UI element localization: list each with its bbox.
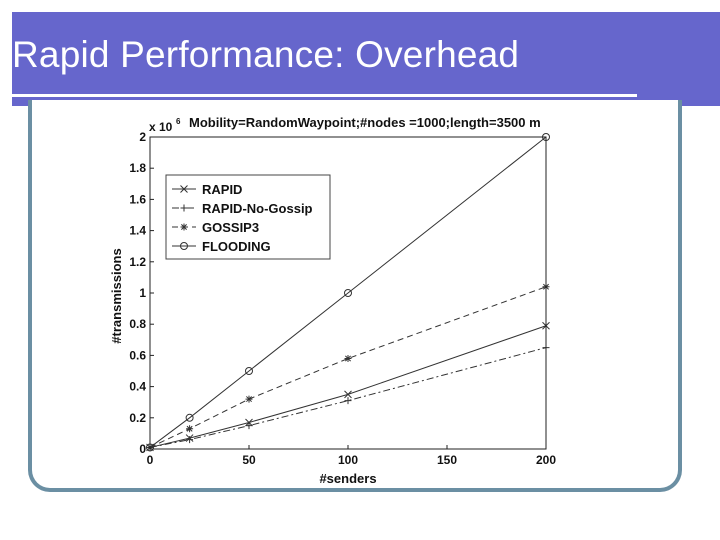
data-point-flooding	[344, 289, 352, 297]
data-point-flooding	[185, 413, 194, 422]
slide-title-bar	[12, 12, 720, 106]
y-tick-label: 1.6	[129, 192, 146, 206]
x-tick-label: 50	[242, 453, 256, 467]
x-axis-label: #senders	[319, 471, 376, 486]
data-point-gossip3	[344, 355, 352, 363]
data-point-rapid	[344, 390, 352, 399]
y-axis-label: #transmissions	[109, 248, 124, 343]
y-axis-multiplier: x 10	[149, 120, 173, 134]
y-tick-label: 0.8	[129, 317, 146, 331]
legend-label: RAPID-No-Gossip	[202, 201, 313, 216]
y-tick-label: 0	[139, 442, 146, 456]
series-line-flooding	[149, 136, 547, 448]
legend-marker	[180, 185, 188, 193]
data-point-gossip3	[245, 395, 253, 403]
y-tick-label: 1.4	[129, 224, 146, 238]
y-tick-label: 1.8	[129, 161, 146, 175]
series-line-gossip3	[149, 286, 547, 448]
legend-label: RAPID	[202, 182, 242, 197]
data-point-gossip3	[186, 425, 194, 433]
legend-marker	[180, 242, 188, 250]
legend-marker	[180, 223, 188, 231]
y-tick-label: 0.2	[129, 411, 146, 425]
y-tick-label: 2	[139, 130, 146, 144]
legend: RAPID RAPID-No-Gossip GOSSIP3 FLOODING	[165, 174, 331, 260]
x-tick-label: 150	[437, 453, 457, 467]
y-tick-label: 0.4	[129, 380, 146, 394]
y-axis-exponent: 6	[176, 117, 181, 126]
data-point-rapid-no-gossip	[344, 397, 352, 405]
slide-title: Rapid Performance: Overhead	[12, 34, 520, 75]
y-tick-label: 1.2	[129, 255, 146, 269]
data-point-flooding	[245, 367, 253, 375]
content-frame	[28, 100, 682, 492]
x-tick-label: 200	[536, 453, 556, 467]
series-line-rapid	[149, 325, 547, 448]
data-point-rapid-no-gossip	[186, 436, 194, 444]
y-tick-label: 1	[139, 286, 146, 300]
y-tick-label: 0.6	[129, 348, 146, 362]
x-tick-label: 0	[147, 453, 154, 467]
legend-label: FLOODING	[202, 239, 271, 254]
chart-title: Mobility=RandomWaypoint;#nodes =1000;len…	[189, 115, 541, 130]
legend-label: GOSSIP3	[202, 220, 259, 235]
title-underline	[12, 94, 637, 97]
x-tick-label: 100	[338, 453, 358, 467]
data-point-rapid-no-gossip	[245, 422, 253, 430]
legend-marker	[180, 204, 188, 212]
